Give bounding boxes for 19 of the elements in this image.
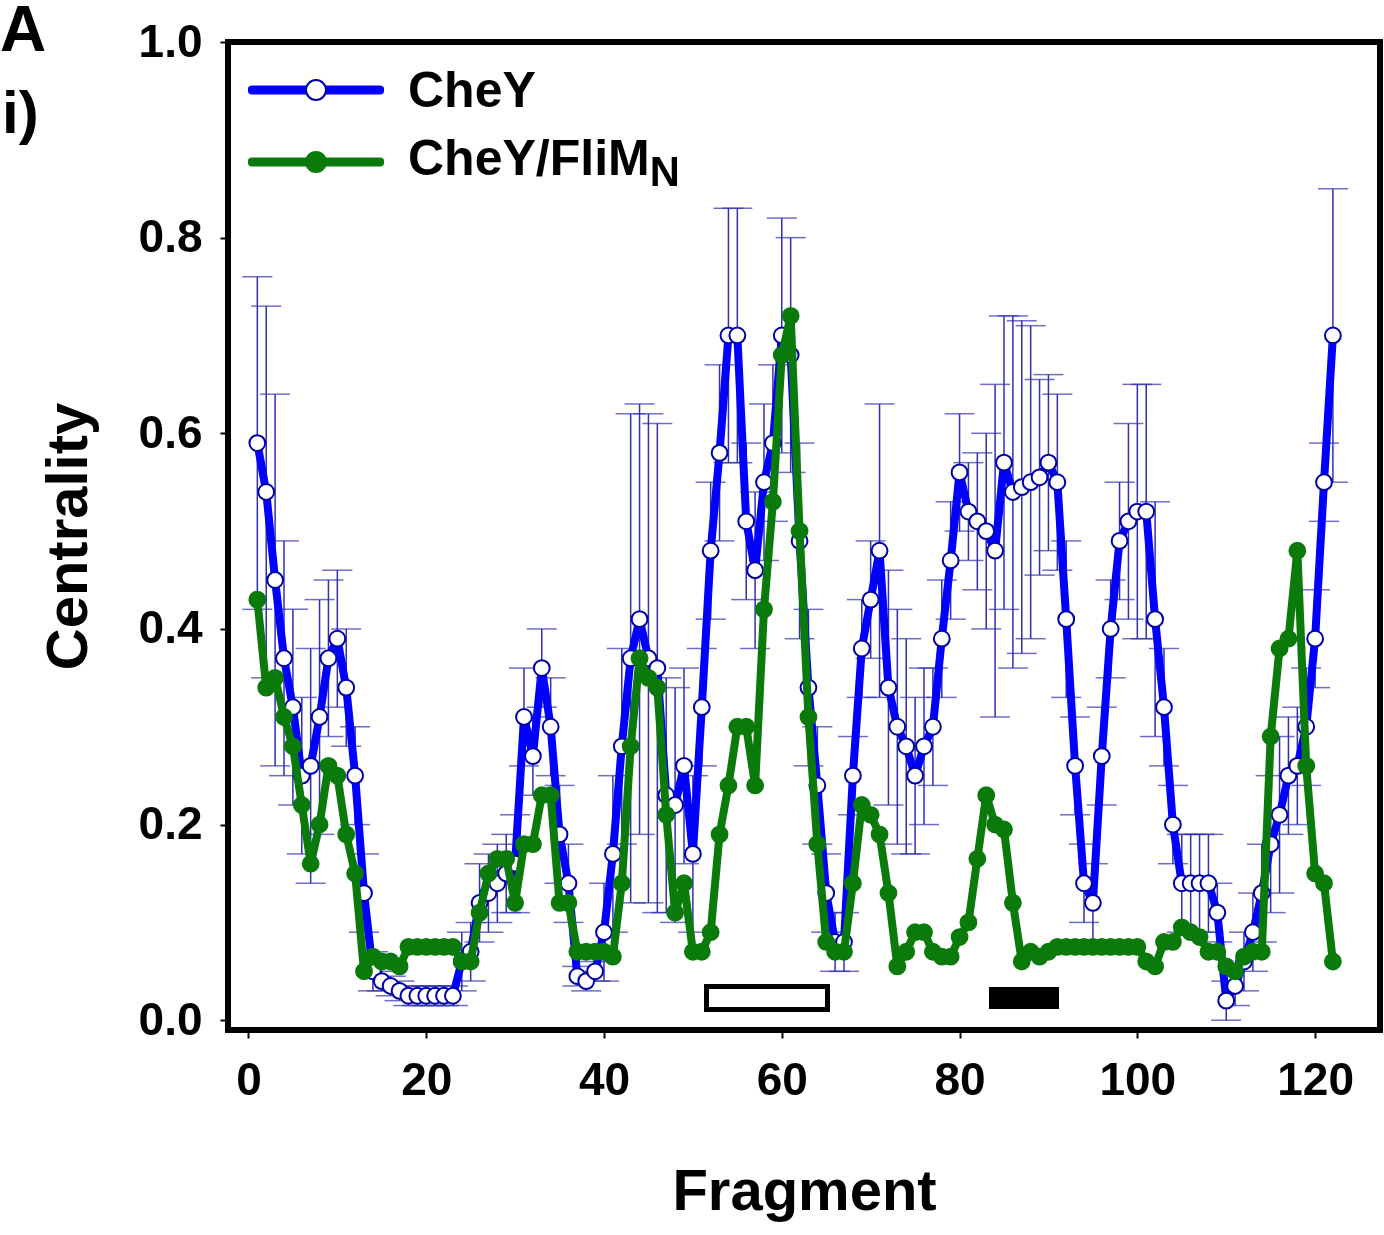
x-tick-label: 40 [578, 1052, 631, 1105]
x-tick-label: 60 [756, 1052, 808, 1105]
x-axis-title: Fragment [672, 1156, 937, 1222]
y-tick-label: 0.4 [138, 601, 203, 654]
y-axis-title: Centrality [33, 402, 99, 671]
y-tick-label: 0.8 [138, 210, 203, 263]
y-tick-label: 1.0 [138, 14, 203, 67]
x-tick-label: 100 [1099, 1052, 1177, 1105]
text: A [0, 0, 47, 66]
x-tick-label: 120 [1277, 1052, 1354, 1105]
y-tick-label: 0.0 [138, 992, 203, 1045]
x-tick-label: 0 [236, 1052, 262, 1105]
legend-label: CheY/FliM$_{N}$ [408, 128, 680, 196]
legend-label: CheY [408, 61, 536, 119]
y-tick-label: 0.2 [138, 797, 203, 850]
x-tick-label: 20 [401, 1052, 453, 1105]
x-tick-label: 80 [934, 1052, 986, 1105]
y-tick-label: 0.6 [138, 405, 203, 458]
text: i) [2, 78, 39, 147]
